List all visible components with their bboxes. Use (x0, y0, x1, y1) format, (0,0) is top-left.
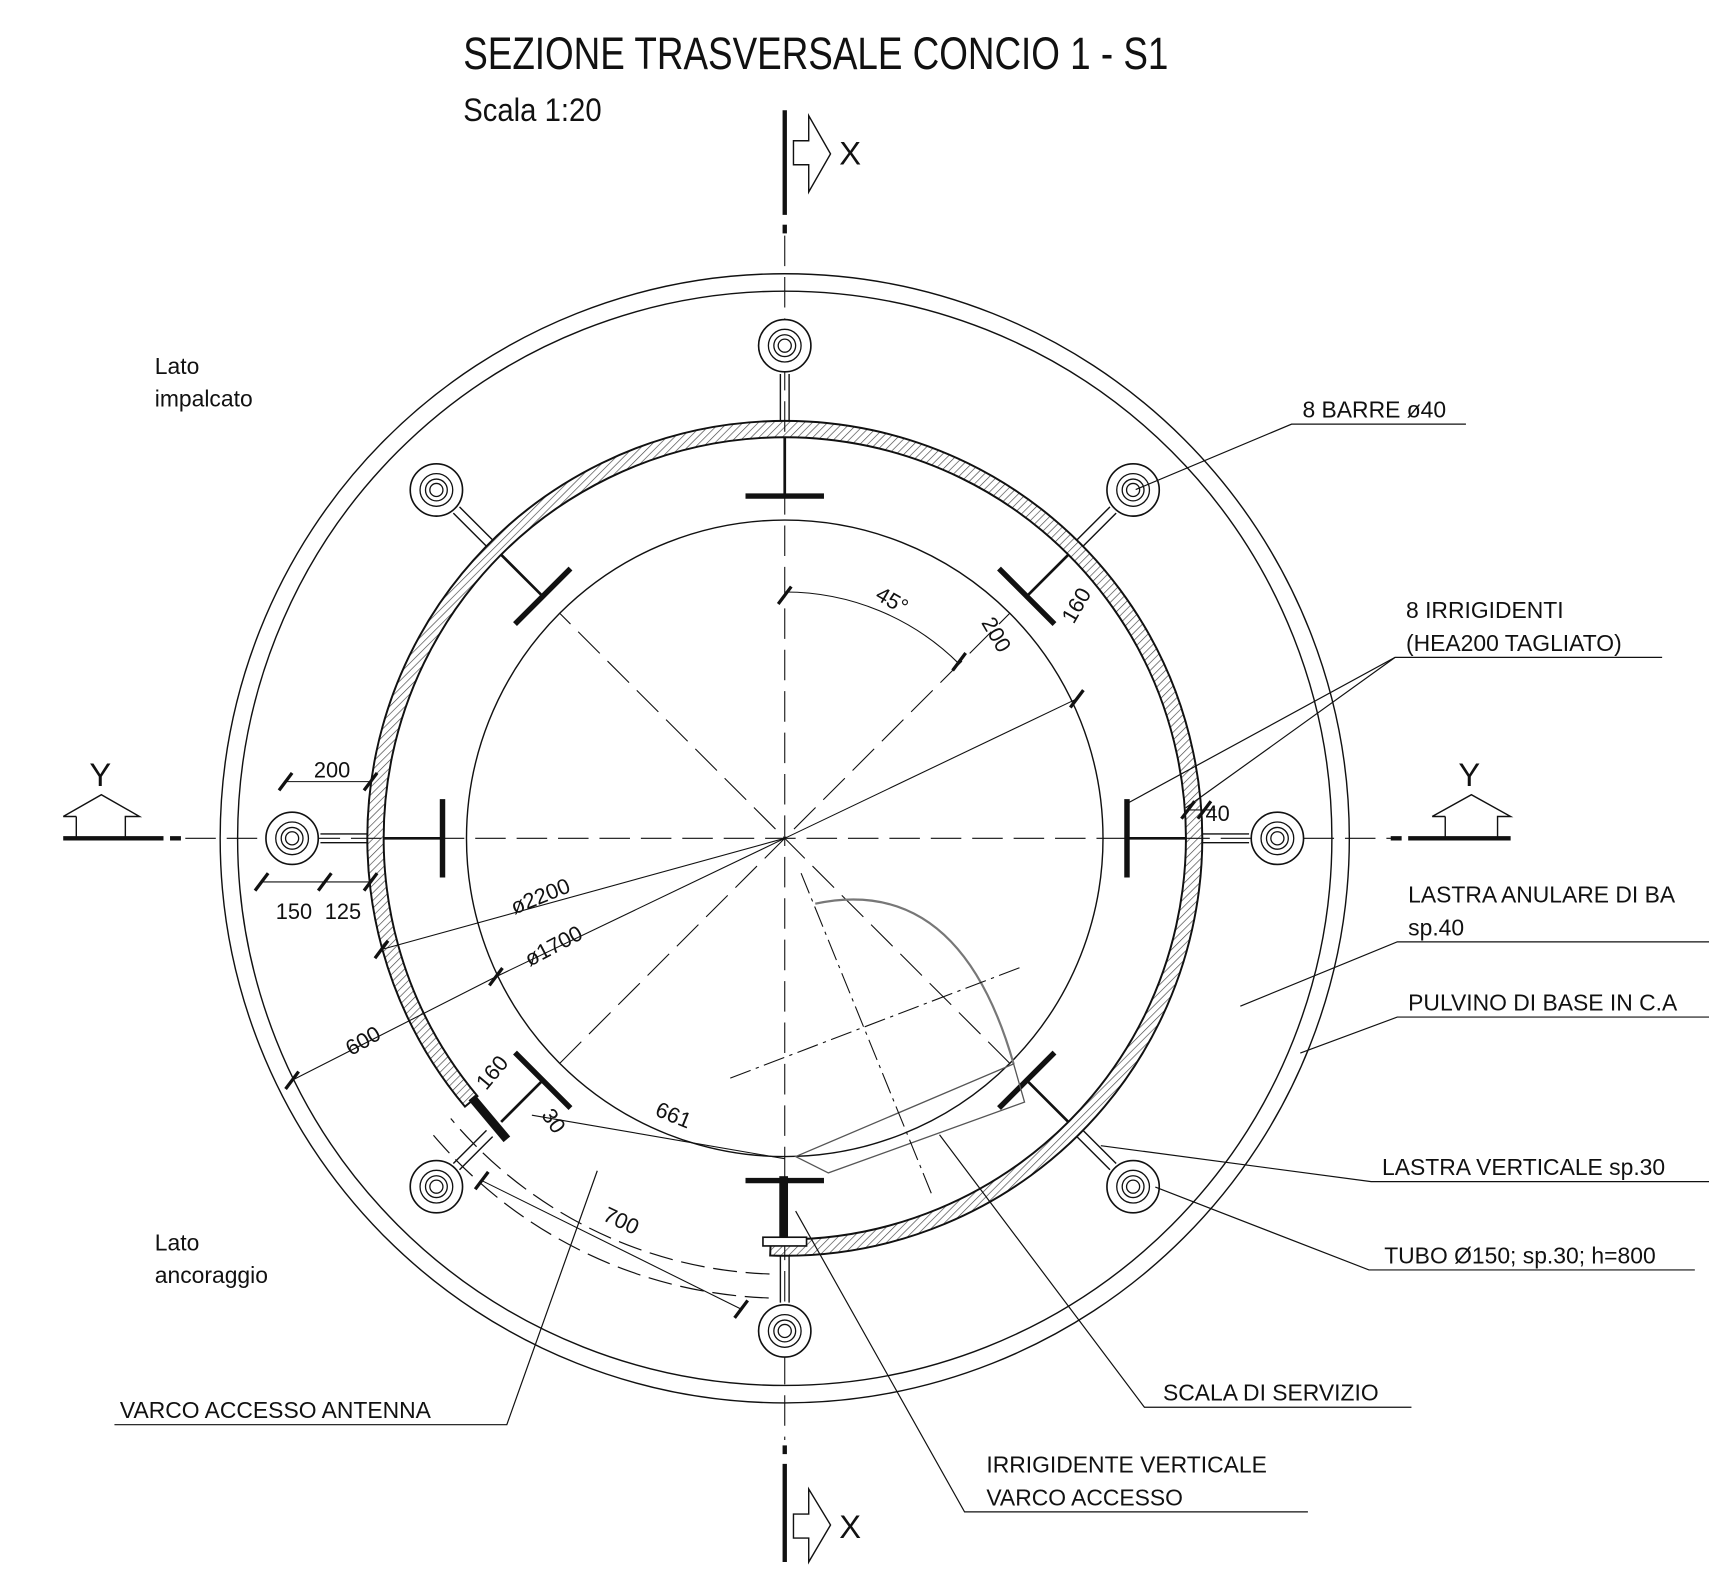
section-arrow (63, 795, 139, 839)
leader-line (114, 1171, 597, 1425)
dimension: 125 (325, 899, 361, 924)
section-arrow (793, 116, 830, 192)
section-arrow (793, 1489, 830, 1562)
dimension: 200 (977, 613, 1017, 657)
callout: (HEA200 TAGLIATO) (1406, 630, 1622, 656)
callout: 8 BARRE ø40 (1302, 397, 1446, 423)
geometry (63, 110, 1709, 1562)
dimension: 150 (276, 899, 312, 924)
dimension: 661 (652, 1097, 695, 1134)
dimension-tick (953, 653, 966, 670)
side-label: Lato (155, 353, 200, 379)
subtitle: Scala 1:20 (463, 91, 601, 128)
stair-body (796, 1064, 1025, 1173)
dimension: ø1700 (520, 920, 586, 971)
callout: 8 IRRIGIDENTI (1406, 597, 1564, 623)
section-arrow (1432, 795, 1510, 839)
dimension-tick (1070, 690, 1083, 707)
access-stiffener (779, 1176, 788, 1237)
dimension: 160 (1056, 583, 1096, 627)
bolt (430, 483, 443, 496)
section-mark: Y (1458, 756, 1480, 793)
leader-line (1186, 657, 1395, 807)
side-label: Lato (155, 1229, 200, 1255)
leader-line (1129, 657, 1662, 802)
dimension-line (292, 977, 496, 1081)
section-mark: X (839, 135, 861, 172)
stiffener-web (1027, 1080, 1069, 1122)
leader-line (1300, 1017, 1709, 1053)
stiffener-web (501, 555, 543, 597)
callout: VARCO ACCESSO (986, 1484, 1183, 1510)
drawing: SEZIONE TRASVERSALE CONCIO 1 - S1 Scala … (0, 0, 1709, 1572)
dimension-tick (735, 1300, 748, 1317)
access-stiffener (763, 1237, 807, 1246)
callout: VARCO ACCESSO ANTENNA (120, 1397, 432, 1423)
dimension: 700 (600, 1202, 644, 1240)
callout: TUBO Ø150; sp.30; h=800 (1384, 1242, 1655, 1268)
callout: IRRIGIDENTE VERTICALE (986, 1452, 1267, 1478)
callout: LASTRA ANULARE DI BA (1408, 882, 1676, 908)
bolt (430, 1180, 443, 1193)
stiffener-web (1027, 555, 1069, 597)
bolt (778, 1324, 791, 1337)
dimension: ø2200 (507, 873, 574, 919)
title: SEZIONE TRASVERSALE CONCIO 1 - S1 (463, 28, 1168, 79)
opening-dashed-arc (451, 1119, 770, 1274)
callout: sp.40 (1408, 914, 1464, 940)
section-mark: X (839, 1508, 861, 1545)
dimension-line (482, 1181, 741, 1310)
callout: PULVINO DI BASE IN C.A (1408, 990, 1678, 1016)
bolt (286, 832, 299, 845)
callout: LASTRA VERTICALE sp.30 (1382, 1154, 1665, 1180)
side-label: ancoraggio (155, 1262, 268, 1288)
dimension: 600 (341, 1021, 385, 1061)
dimension-line (785, 699, 1077, 839)
bolt (1271, 832, 1284, 845)
dimension: 200 (314, 757, 350, 782)
dimension-tick (475, 1172, 488, 1189)
stair-axis (730, 966, 1024, 1078)
dimension: 160 (471, 1050, 514, 1094)
dimension: 30 (537, 1104, 571, 1138)
section-mark: Y (89, 756, 111, 793)
opening-dashed-arc (432, 1134, 768, 1298)
bolt (1127, 483, 1140, 496)
bolt (1127, 1180, 1140, 1193)
dimension: 45° (872, 581, 913, 619)
leader-line (1136, 424, 1466, 489)
callout: SCALA DI SERVIZIO (1163, 1380, 1379, 1406)
dimension: 40 (1205, 801, 1229, 826)
bolt (778, 339, 791, 352)
side-label: impalcato (155, 386, 253, 412)
